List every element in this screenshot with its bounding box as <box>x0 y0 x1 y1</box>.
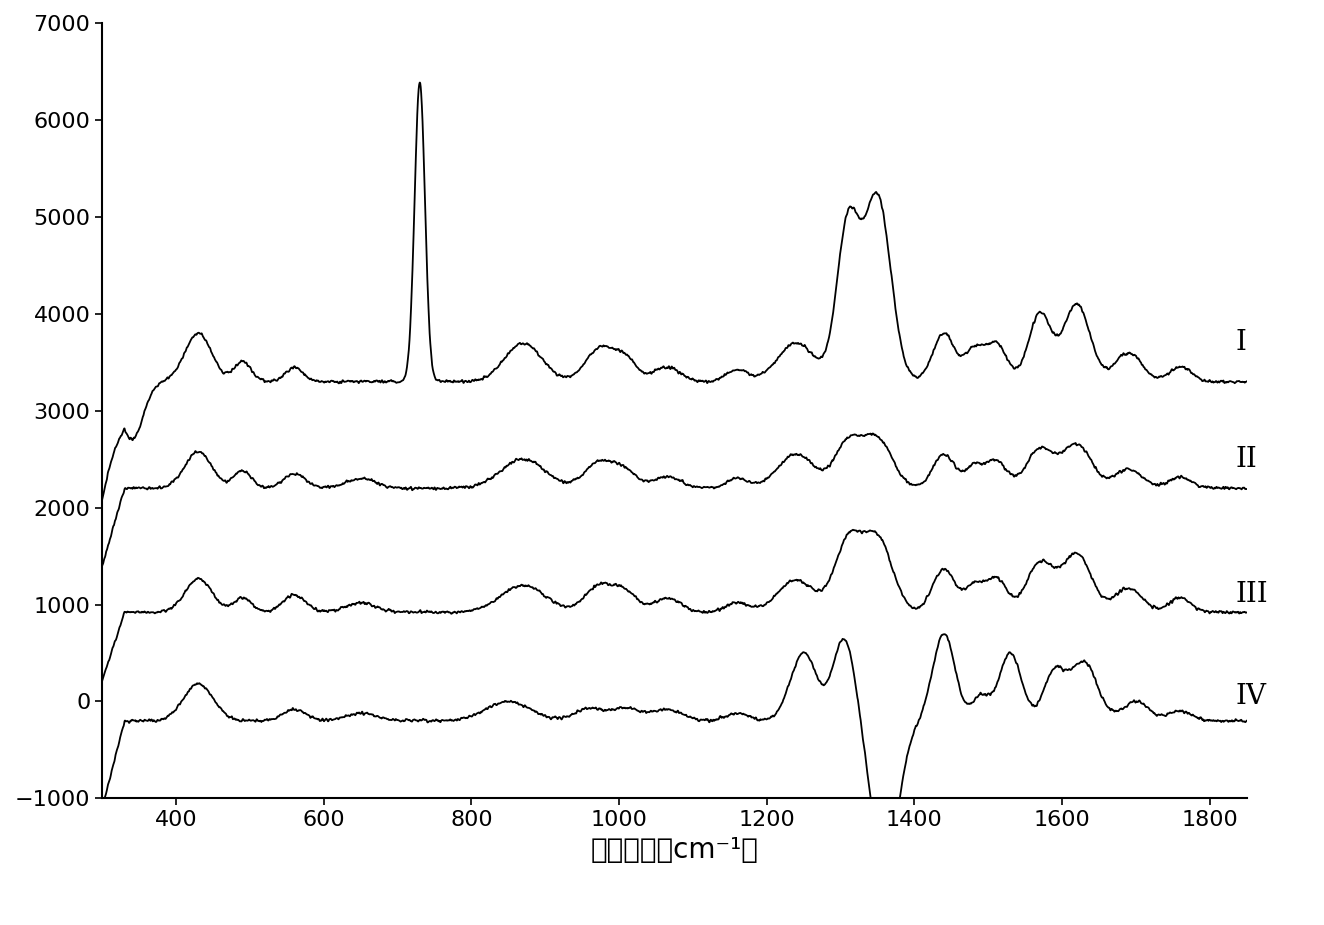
Text: I: I <box>1235 329 1246 356</box>
Text: III: III <box>1235 581 1268 609</box>
Text: II: II <box>1235 446 1258 473</box>
Text: IV: IV <box>1235 684 1267 710</box>
X-axis label: 拉曼位移（cm⁻¹）: 拉曼位移（cm⁻¹） <box>591 836 759 864</box>
